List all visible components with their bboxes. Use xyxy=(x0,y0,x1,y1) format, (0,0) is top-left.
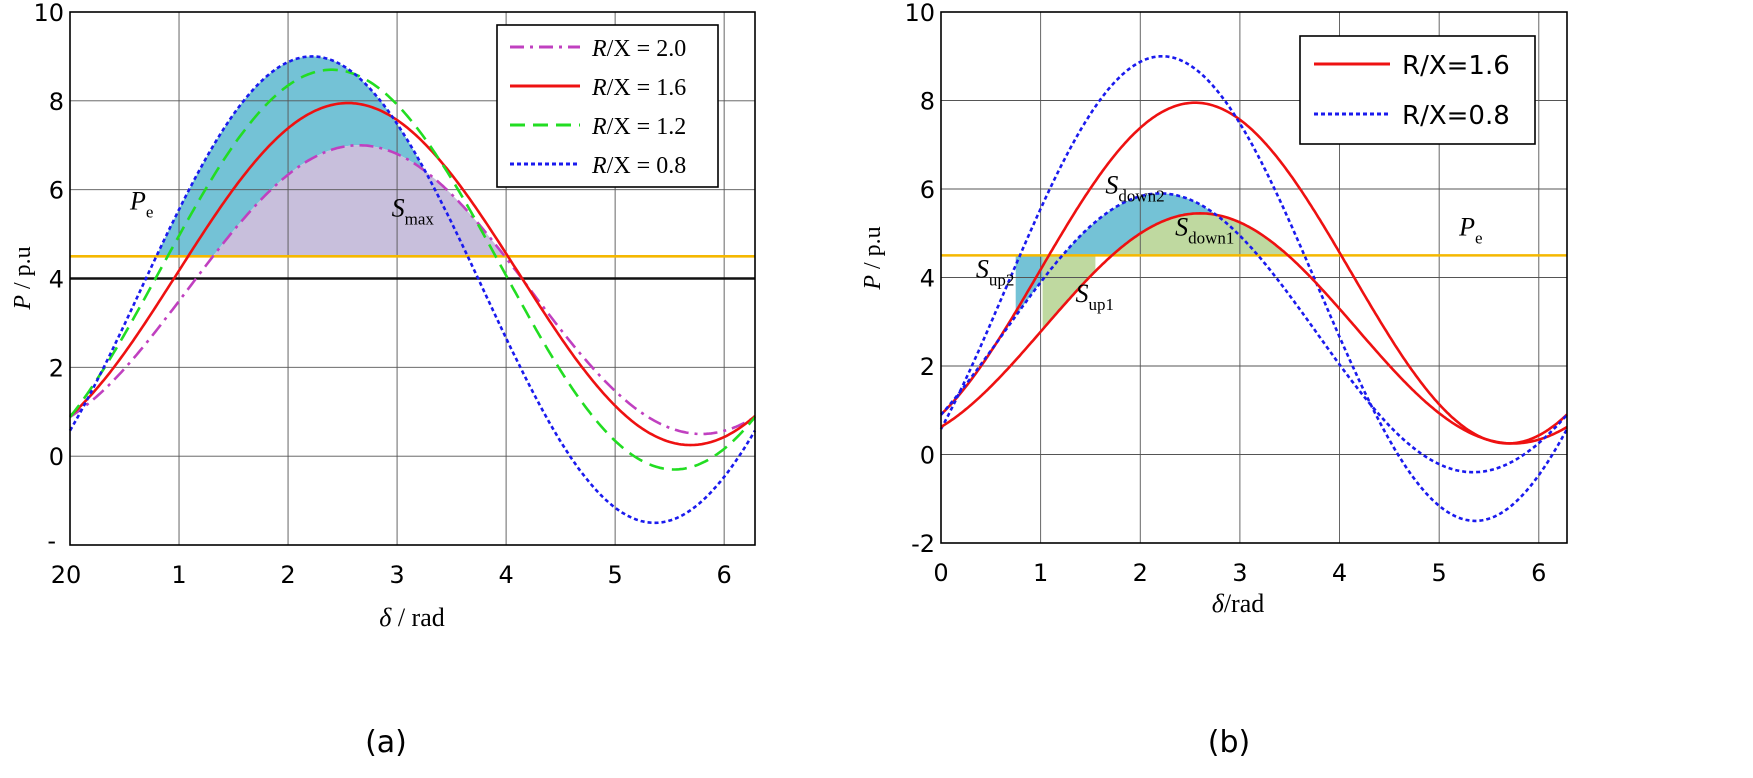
y-axis-label-symbol: P xyxy=(860,275,886,291)
x-tick-label: 0 xyxy=(933,559,948,587)
panel-b-frame xyxy=(940,11,1568,544)
y-axis-label: P / p.u xyxy=(10,246,36,310)
x-axis-label-unit: / rad xyxy=(391,603,444,632)
y-tick-label: 0 xyxy=(49,443,64,471)
panel-b-series xyxy=(939,55,1569,523)
panel-a-annotations: Pe Smax xyxy=(129,187,434,229)
panel-a-shaded-regions xyxy=(157,56,504,257)
x-tick-label: 6 xyxy=(1531,559,1546,587)
legend-label: R/X = 0.8 xyxy=(591,153,686,179)
annotation-Pe: Pe xyxy=(129,187,153,222)
series-line-R-X-0-8 xyxy=(939,55,1569,523)
x-tick-label: 5 xyxy=(1432,559,1447,587)
legend-label: R/X = 1.6 xyxy=(591,75,686,101)
x-axis-label: δ/rad xyxy=(1212,589,1265,618)
x-axis-label-symbol: δ xyxy=(1212,589,1225,618)
x-tick-label: 5 xyxy=(607,561,622,589)
series-line-R-X-1-6 xyxy=(69,101,756,447)
annotation-Smax: Smax xyxy=(392,193,435,228)
x-tick-label: 1 xyxy=(171,561,186,589)
y-tick-label: 4 xyxy=(920,265,935,293)
series-line-R-X-0-8 xyxy=(68,55,757,525)
panel-b-legend: R/X=1.6 R/X=0.8 xyxy=(1299,35,1536,145)
y-tick-label: 2 xyxy=(920,353,935,381)
panel-b-annotations: Sdown2 Sdown1 Sup2 Sup1 Pe xyxy=(976,170,1483,313)
annotation-Pe: Pe xyxy=(1458,212,1482,247)
x-tick-label: 3 xyxy=(1232,559,1247,587)
y-axis-label-symbol: P xyxy=(10,295,36,311)
x-tick-label: 1 xyxy=(1033,559,1048,587)
Sup1-region xyxy=(1042,255,1096,330)
annotation-Sup1: Sup1 xyxy=(1076,279,1115,314)
Sdown1-region xyxy=(1113,213,1287,256)
series-line-R-X-1-6 xyxy=(940,101,1568,445)
legend-label: R/X = 2.0 xyxy=(591,36,686,62)
Smax-region xyxy=(214,145,504,257)
legend-box xyxy=(496,24,719,188)
y-tick-label: 8 xyxy=(49,88,64,116)
y-tick-label: -2 xyxy=(911,530,935,558)
y-axis-label-unit: / p.u xyxy=(860,226,886,275)
panel-a: 1 2 3 4 5 6 0 2 4 6 8 10 20 - Pe Smax R/X = 2.0 R/X = 1… xyxy=(10,0,757,760)
panel-a-legend: R/X = 2.0 R/X = 1.6 R/X = 1.2 R/X = 0.8 xyxy=(496,24,719,188)
y-tick-label: 6 xyxy=(49,177,64,205)
y-tick-label: 0 xyxy=(920,442,935,470)
panel-a-caption: (a) xyxy=(365,725,407,760)
y-tick-label: 2 xyxy=(49,354,64,382)
x-axis-label-symbol: δ xyxy=(379,603,392,632)
y-axis-label: P / p.u xyxy=(860,226,886,290)
y-tick-label: 10 xyxy=(904,0,935,27)
x-tick-label: 6 xyxy=(717,561,732,589)
annotation-Sdown1: Sdown1 xyxy=(1175,212,1234,247)
panel-b-caption: (b) xyxy=(1208,725,1250,760)
y-tick-label-min: - xyxy=(47,527,56,555)
y-tick-label: 10 xyxy=(33,0,64,27)
legend-label: R/X = 1.2 xyxy=(591,114,686,140)
panel-a-frame xyxy=(69,11,756,546)
x-tick-label: 4 xyxy=(498,561,513,589)
x-tick-label: 4 xyxy=(1332,559,1347,587)
x-tick-label: 2 xyxy=(280,561,295,589)
legend-box xyxy=(1299,35,1536,145)
panel-a-series xyxy=(68,55,757,525)
x-axis-label: δ / rad xyxy=(379,603,445,632)
y-axis-label-unit: / p.u xyxy=(10,246,36,295)
annotation-Sdown2: Sdown2 xyxy=(1105,170,1164,205)
y-tick-label: 6 xyxy=(920,176,935,204)
x-tick-label-origin: 20 xyxy=(51,561,82,589)
series-line-R-X-1-2 xyxy=(68,68,757,471)
annotation-Sup2: Sup2 xyxy=(976,255,1015,290)
y-tick-label: 4 xyxy=(49,266,64,294)
legend-label: R/X=0.8 xyxy=(1402,101,1510,131)
series-line-R-X-0-8-reduced xyxy=(940,192,1568,474)
x-axis-label-unit: /rad xyxy=(1224,589,1264,618)
x-tick-label: 2 xyxy=(1133,559,1148,587)
x-tick-label: 3 xyxy=(389,561,404,589)
blue-region xyxy=(157,56,424,257)
series-line-R-X-1-6-reduced xyxy=(940,211,1568,445)
panel-a-tick-labels: 1 2 3 4 5 6 0 2 4 6 8 10 20 - xyxy=(33,0,731,589)
y-tick-label: 8 xyxy=(920,88,935,116)
legend-label: R/X=1.6 xyxy=(1402,51,1510,81)
